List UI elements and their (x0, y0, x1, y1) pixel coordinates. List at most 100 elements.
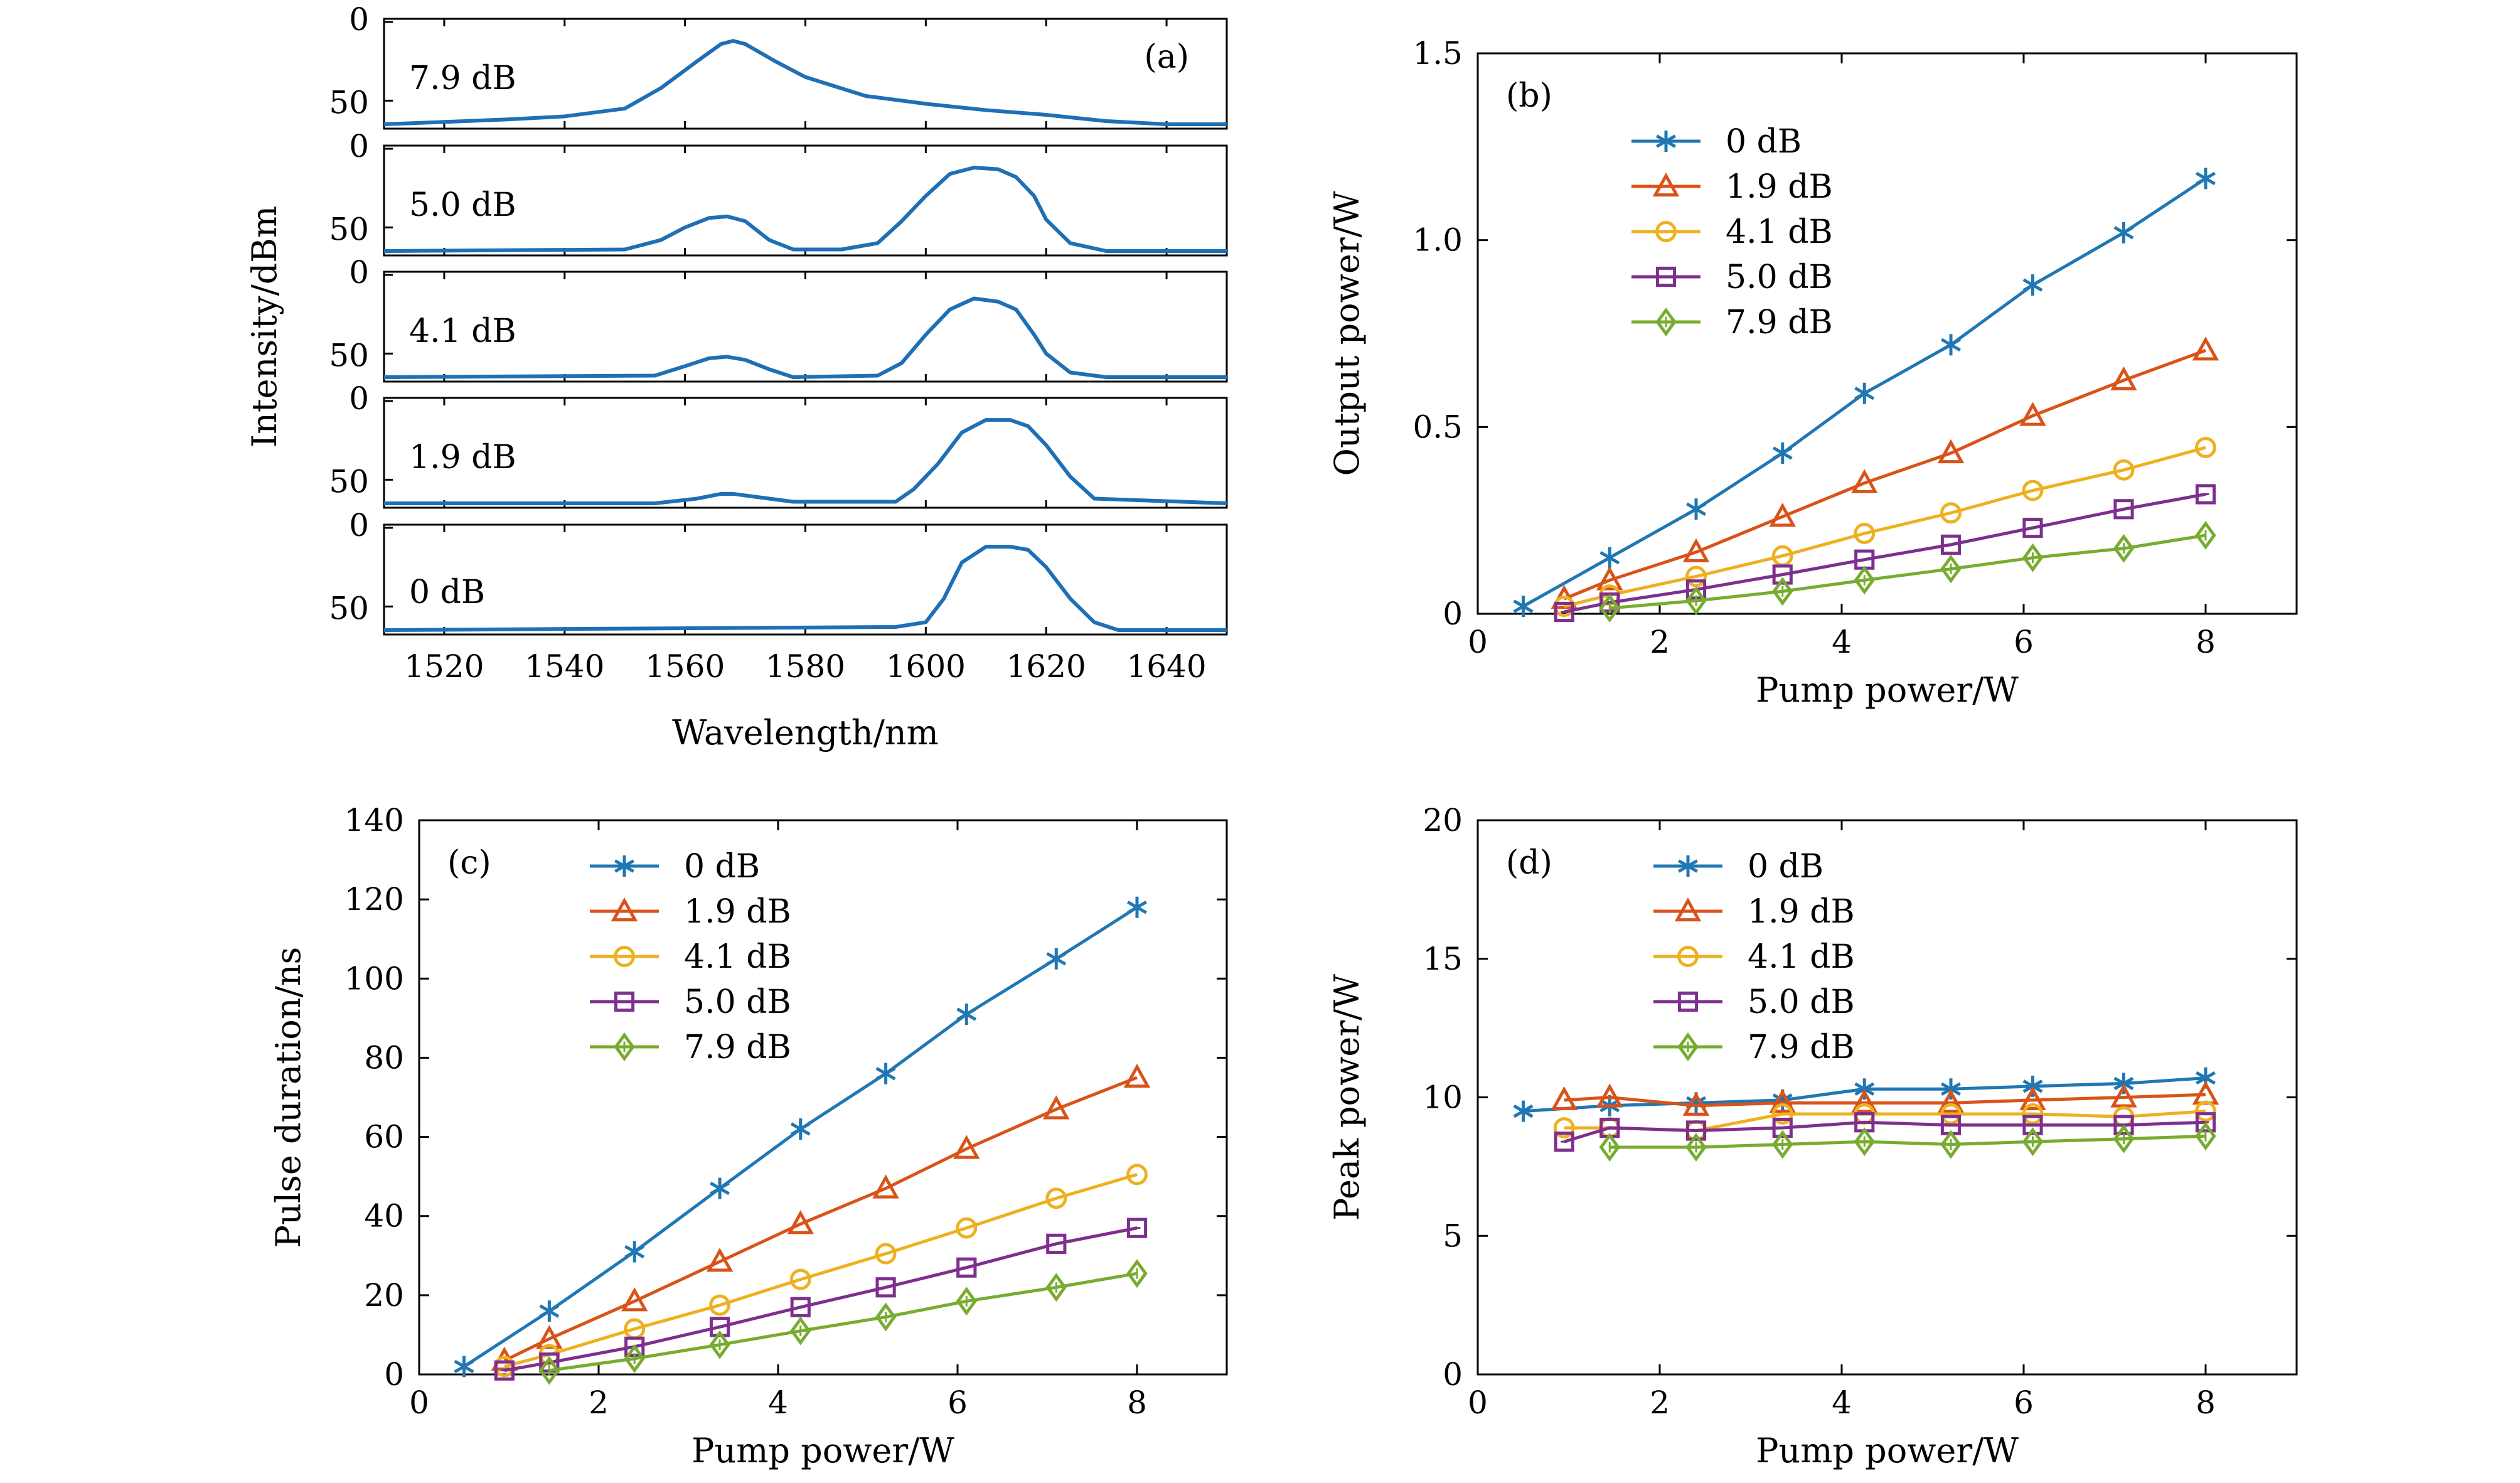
series-line (504, 1226, 1138, 1373)
series-line (1610, 533, 2206, 610)
x-tick-label: 0 (1468, 624, 1488, 660)
data-point (1854, 523, 1876, 544)
y-tick-label: 20 (364, 1277, 404, 1314)
x-tick-label: 8 (1127, 1384, 1147, 1421)
data-point (2022, 1103, 2044, 1125)
trace-label: 7.9 dB (409, 60, 516, 97)
data-point (2113, 459, 2135, 481)
trace-label: 5.0 dB (409, 186, 516, 224)
data-point (1941, 334, 1961, 356)
data-point (2195, 484, 2216, 505)
series-line (503, 1076, 1138, 1363)
data-point (1771, 1103, 1793, 1125)
data-point (1940, 1130, 1962, 1159)
x-tick-label: 1620 (1006, 648, 1086, 685)
panel-tag: (d) (1506, 844, 1552, 882)
x-tick-label: 1560 (645, 648, 725, 685)
legend-marker (1677, 1032, 1699, 1061)
data-point (494, 1360, 515, 1381)
x-tick-label: 8 (2196, 624, 2216, 660)
y-tick-label: 1.0 (1412, 222, 1463, 259)
legend-marker (1655, 221, 1677, 242)
data-point (454, 1356, 474, 1378)
data-point (1772, 442, 1793, 464)
data-point (1513, 1100, 1534, 1122)
data-point (956, 1004, 977, 1025)
legend-label: 1.9 dB (684, 893, 791, 931)
data-point (2022, 517, 2043, 538)
x-tick-label: 2 (1650, 624, 1670, 660)
data-point (2022, 274, 2043, 296)
panel-tag: (b) (1506, 77, 1552, 115)
y-tick-label: 0.5 (1412, 409, 1463, 445)
data-point (1045, 1187, 1067, 1209)
data-point (875, 1302, 897, 1332)
data-point (1772, 577, 1793, 606)
data-point (1599, 1133, 1620, 1162)
data-point (1772, 564, 1793, 585)
y-tick-label: 0 (1443, 596, 1463, 632)
spectrum-trace (383, 166, 1227, 253)
x-tick-label: 1540 (525, 648, 604, 685)
data-point (2195, 521, 2216, 550)
data-point (1685, 586, 1707, 616)
data-point (621, 1287, 648, 1312)
y-tick-label: 10 (1423, 1079, 1463, 1116)
data-point (790, 1297, 811, 1317)
legend-label: 5.0 dB (684, 983, 791, 1021)
data-point (1769, 503, 1796, 527)
data-point (538, 1356, 560, 1385)
data-point (1940, 502, 1962, 524)
data-point (1937, 439, 1965, 464)
data-point (1685, 1120, 1707, 1141)
data-point (1513, 596, 1534, 618)
x-tick-label: 1640 (1126, 648, 1206, 685)
y-tick-label: 0 (349, 380, 369, 417)
data-point (1769, 1089, 1796, 1113)
x-tick-label: 1600 (886, 648, 966, 685)
plot-frame (1476, 52, 2298, 615)
data-point (956, 1287, 977, 1316)
y-tick-label: 0 (349, 1, 369, 38)
series-line (1564, 1093, 2206, 1108)
series-line (549, 1272, 1138, 1373)
panel-b-output-power: 0 2 4 6 8 0 0.5 1.0 1.5 Pump power/W Output power/… (1327, 35, 2298, 710)
y-axis-label: Output power/W (1327, 191, 1367, 476)
data-point (875, 1243, 897, 1265)
y-tick-label: 50 (329, 337, 369, 373)
y-tick-label: 50 (329, 590, 369, 626)
data-point (1596, 1083, 1623, 1108)
data-point (1551, 1086, 1578, 1111)
x-tick-label: 4 (768, 1384, 788, 1421)
data-point (2195, 1122, 2216, 1151)
data-point (1940, 1103, 1962, 1125)
data-point (1043, 1095, 1070, 1120)
data-point (1682, 538, 1710, 562)
y-tick-label: 0 (1443, 1356, 1463, 1393)
trace-label: 0 dB (409, 574, 485, 611)
legend-marker (1674, 897, 1702, 922)
data-point (2022, 1115, 2043, 1135)
data-point (789, 1268, 811, 1290)
subplot-frame (383, 523, 1228, 636)
data-point (2113, 499, 2134, 520)
data-point (1937, 1089, 1965, 1113)
x-tick-label: 4 (1832, 1384, 1852, 1421)
data-point (1854, 565, 1875, 595)
x-axis-label: Pump power/W (1756, 1431, 2019, 1470)
data-point (1123, 1063, 1151, 1088)
legend-marker (1677, 946, 1699, 967)
data-point (875, 1277, 896, 1298)
x-tick-label: 1580 (766, 648, 845, 685)
data-point (1851, 469, 1878, 493)
data-point (706, 1248, 734, 1272)
x-tick-label: 8 (2196, 1384, 2216, 1421)
data-point (956, 1217, 978, 1239)
series-line (1564, 446, 2206, 608)
y-tick-label: 50 (329, 463, 369, 500)
y-tick-label: 50 (329, 211, 369, 247)
legend-marker (611, 897, 638, 922)
legend-label: 7.9 dB (684, 1029, 791, 1066)
legend-label: 1.9 dB (1726, 168, 1833, 206)
